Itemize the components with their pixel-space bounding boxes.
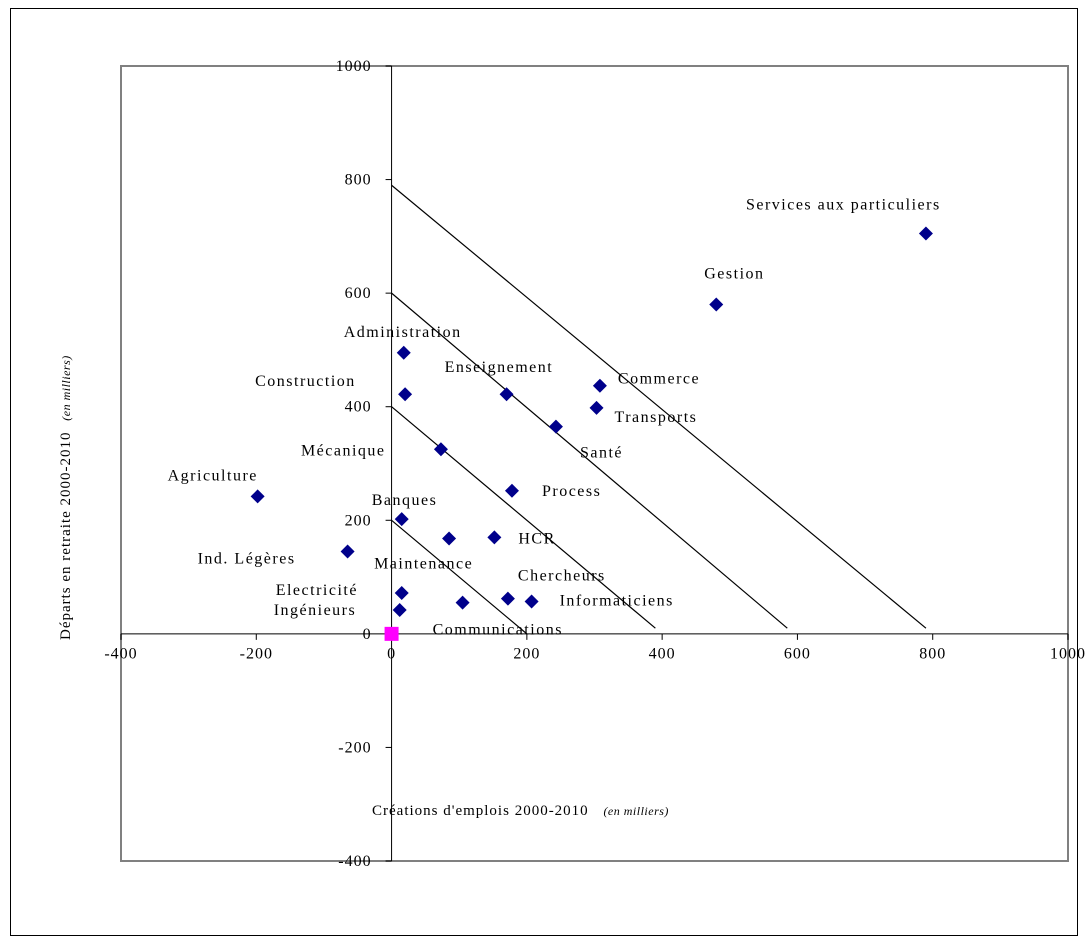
data-point	[524, 594, 539, 609]
data-label: Enseignement	[445, 359, 554, 376]
data-label: Construction	[255, 373, 356, 390]
origin-marker	[384, 626, 399, 641]
data-points	[250, 226, 933, 618]
data-label: Communications	[433, 622, 563, 639]
x-tick-label: 1000	[1050, 645, 1086, 662]
x-tick-label: 400	[649, 645, 676, 662]
data-label: Ind. Légères	[198, 551, 296, 568]
y-tick-label: 1000	[336, 58, 372, 75]
data-point	[504, 483, 519, 498]
x-tick-label: 800	[919, 645, 946, 662]
point-labels: Services aux particuliers Gestion Administ…	[168, 197, 941, 639]
data-label: Informaticiens	[560, 592, 674, 609]
y-tick-label: 0	[363, 626, 372, 643]
data-label: Transports	[615, 409, 698, 426]
data-point	[398, 387, 413, 402]
data-label: Electricité	[276, 582, 358, 599]
data-label: HCR	[518, 530, 555, 547]
data-label: Process	[542, 483, 601, 500]
data-label: Mécanique	[301, 442, 386, 459]
y-tick-label: -400	[338, 853, 371, 870]
y-tick-label: 600	[345, 285, 372, 302]
x-axis-title: Créations d'emplois 2000-2010 (en millie…	[372, 803, 669, 819]
y-axis-unit: (en milliers)	[59, 355, 73, 421]
x-tick-label: -200	[240, 645, 273, 662]
data-point	[250, 489, 265, 504]
data-label: Administration	[344, 324, 462, 341]
y-tick-label: -200	[338, 739, 371, 756]
x-tick-label: 200	[513, 645, 540, 662]
x-axis-title-text: Créations d'emplois 2000-2010	[372, 803, 589, 819]
y-axis-title: Départs en retraite 2000-2010 (en millie…	[58, 355, 74, 640]
data-label: Santé	[580, 445, 623, 462]
data-point	[487, 530, 502, 545]
data-label: Banques	[372, 492, 438, 509]
data-point	[499, 387, 514, 402]
data-point	[500, 591, 515, 606]
y-axis-title-text: Départs en retraite 2000-2010	[58, 431, 74, 640]
y-tick-label: 400	[345, 399, 372, 416]
x-tick-label: -400	[104, 645, 137, 662]
reference-line	[391, 406, 656, 629]
data-point	[455, 595, 470, 610]
data-point	[433, 442, 448, 457]
data-point	[918, 226, 933, 241]
data-label: Ingénieurs	[274, 602, 357, 619]
reference-line	[391, 519, 528, 635]
y-tick-label: 800	[345, 172, 372, 189]
data-point	[589, 400, 604, 415]
x-tick-label: 600	[784, 645, 811, 662]
x-tick-label: 0	[387, 645, 396, 662]
x-axis-unit: (en milliers)	[603, 804, 669, 818]
data-point	[548, 419, 563, 434]
data-point	[709, 297, 724, 312]
reference-lines	[391, 184, 927, 635]
x-axis-ticks: -400 -200 0 200 400 600 800 1000	[104, 633, 1086, 662]
data-point	[592, 378, 607, 393]
data-label: Commerce	[618, 371, 700, 388]
data-label: Chercheurs	[518, 568, 606, 585]
data-label: Agriculture	[168, 467, 258, 484]
plot-area	[120, 65, 1069, 862]
data-point	[394, 585, 409, 600]
y-axis-ticks: -400 -200 0 200 400 600 800 1000	[336, 58, 392, 870]
reference-line	[391, 184, 927, 629]
data-point	[396, 345, 411, 360]
data-label: Maintenance	[374, 555, 473, 572]
origin-point	[384, 626, 399, 641]
data-point	[442, 531, 457, 546]
data-point	[340, 544, 355, 559]
y-tick-label: 200	[345, 512, 372, 529]
data-point	[392, 603, 407, 618]
data-label: Services aux particuliers	[746, 197, 941, 214]
reference-line	[391, 292, 788, 629]
data-point	[394, 512, 409, 527]
data-label: Gestion	[704, 266, 764, 283]
